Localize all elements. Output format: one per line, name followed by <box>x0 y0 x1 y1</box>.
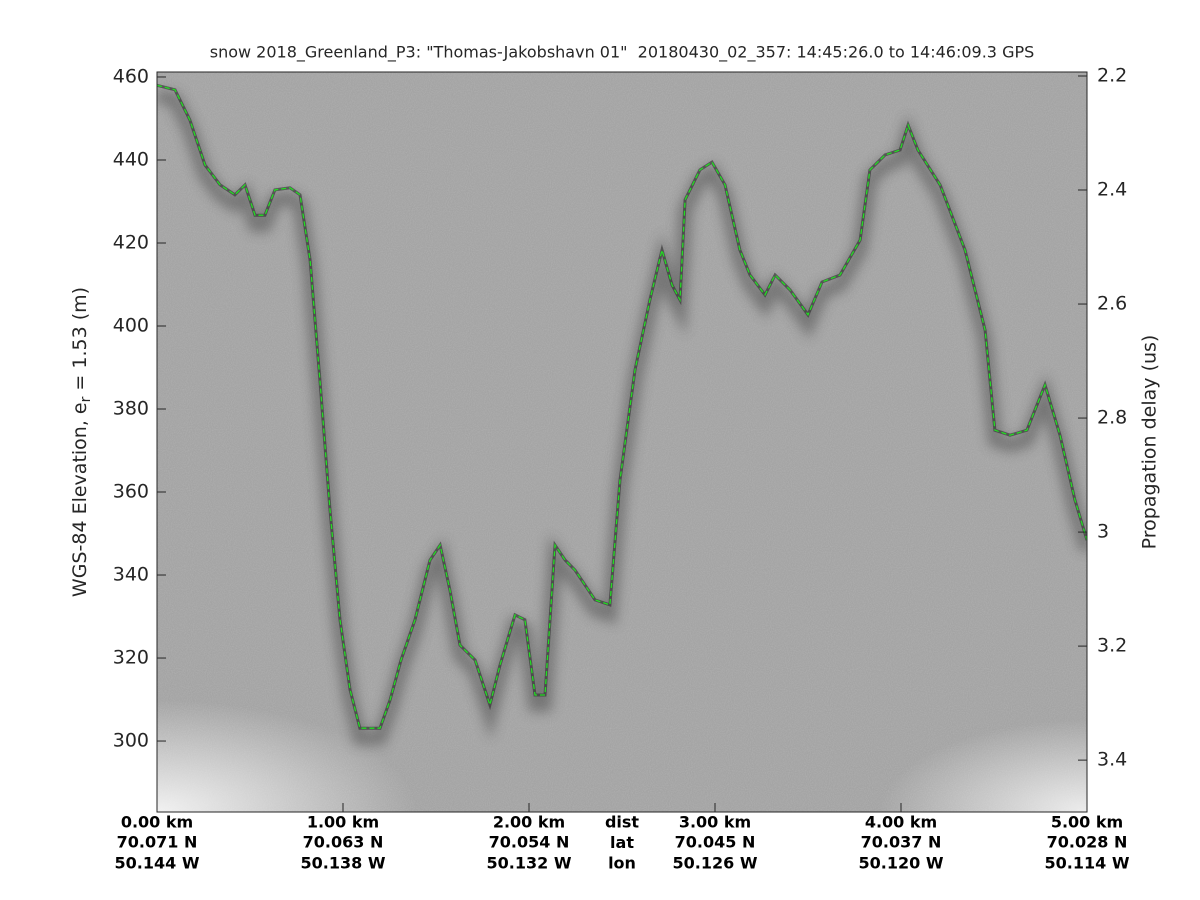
lat-label: 70.071 N <box>117 833 198 852</box>
lat-label: 70.045 N <box>675 833 756 852</box>
lon-label: 50.126 W <box>673 854 758 873</box>
y-tick-label: 440 <box>113 148 149 170</box>
y2-axis-label: Propagation delay (us) <box>1139 335 1161 550</box>
lon-label: 50.132 W <box>487 854 572 873</box>
plot-layer <box>157 83 1087 746</box>
bottom-glow <box>157 700 417 812</box>
lat-label: 70.063 N <box>303 833 384 852</box>
echo-shadow <box>157 88 1087 746</box>
lat-label: 70.054 N <box>489 833 570 852</box>
y-tick-label: 380 <box>113 398 149 420</box>
axes: 300 320 340 360 380 400 420 440 460 2.2 2.4 2.6 2.8 3… <box>113 64 1130 872</box>
y-tick-label: 320 <box>113 647 149 669</box>
row-label: dist <box>605 813 639 832</box>
lat-label: 70.037 N <box>861 833 942 852</box>
y-tick-label: 460 <box>113 65 149 87</box>
row-label: lon <box>608 854 636 873</box>
bottom-glow <box>880 720 1087 812</box>
lon-label: 50.144 W <box>115 854 200 873</box>
surface-pick <box>157 84 1087 729</box>
y-tick-label: 400 <box>113 314 149 336</box>
x-tick-label: 3.00 km <box>679 813 751 832</box>
row-label: lat <box>610 833 634 852</box>
x-tick-label: 1.00 km <box>307 813 379 832</box>
y-label-text: WGS-84 Elevation, e <box>69 402 91 597</box>
y-tick-label: 300 <box>113 730 149 752</box>
y2-tick-label: 2.2 <box>1097 64 1127 86</box>
x-tick-label: 2.00 km <box>493 813 565 832</box>
x-tick-label: 5.00 km <box>1051 813 1123 832</box>
y2-tick-label: 3.2 <box>1097 635 1127 657</box>
y-tick-label: 340 <box>113 564 149 586</box>
y2-tick-label: 2.4 <box>1097 179 1127 201</box>
y2-tick-label: 2.6 <box>1097 293 1127 315</box>
y-tick-label: 360 <box>113 481 149 503</box>
lon-label: 50.138 W <box>301 854 386 873</box>
chart-title: snow 2018_Greenland_P3: "Thomas-Jakobsha… <box>210 43 1035 63</box>
lon-label: 50.114 W <box>1045 854 1130 873</box>
lat-label: 70.028 N <box>1047 833 1128 852</box>
x-tick-label: 4.00 km <box>865 813 937 832</box>
y2-tick-label: 2.8 <box>1097 407 1127 429</box>
lon-label: 50.120 W <box>859 854 944 873</box>
y2-tick-label: 3 <box>1097 521 1109 543</box>
echogram <box>157 72 1087 812</box>
y-tick-label: 420 <box>113 231 149 253</box>
plot-frame <box>156 71 1088 813</box>
y-axis-label: WGS-84 Elevation, er = 1.53 (m) <box>69 287 95 597</box>
y-label-subscript: r <box>78 396 94 402</box>
y-label-suffix: = 1.53 (m) <box>69 287 91 397</box>
x-tick-label: 0.00 km <box>121 813 193 832</box>
y2-tick-label: 3.4 <box>1097 749 1127 771</box>
